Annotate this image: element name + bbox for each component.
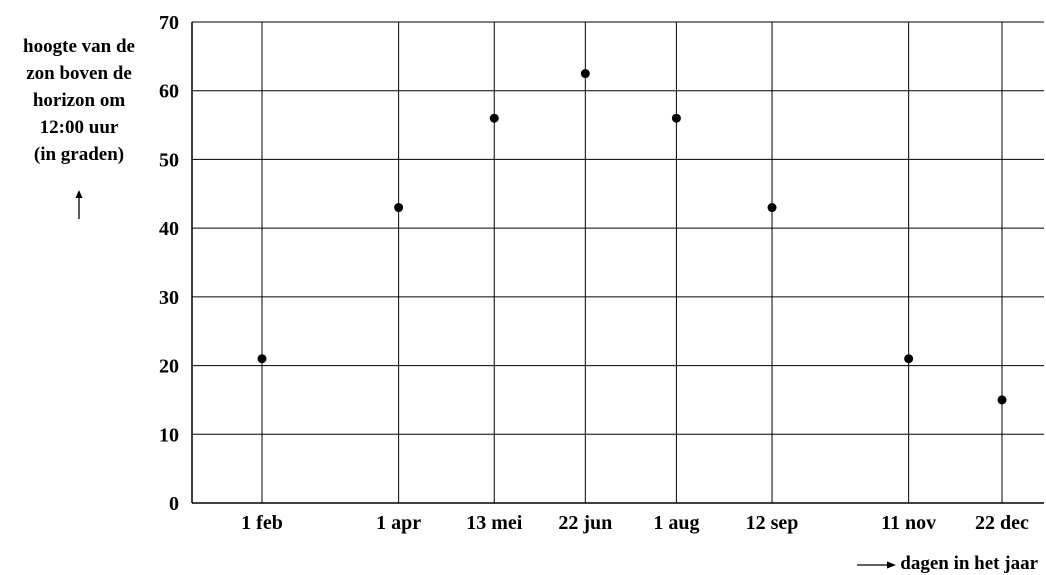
data-point xyxy=(394,203,404,213)
right-arrow-icon xyxy=(856,561,896,569)
data-point xyxy=(904,354,914,364)
y-tick-label: 30 xyxy=(159,287,179,309)
data-point xyxy=(257,354,267,364)
data-points xyxy=(257,69,1007,405)
x-axis-label-text: dagen in het jaar xyxy=(900,553,1038,574)
x-tick-label: 1 feb xyxy=(241,512,283,534)
grid-lines xyxy=(192,21,1044,503)
y-tick-label: 0 xyxy=(169,493,179,515)
y-axis-label-line: (in graden) xyxy=(33,144,125,165)
y-tick-label: 20 xyxy=(159,356,179,378)
data-point xyxy=(671,113,681,123)
y-tick-label: 40 xyxy=(159,218,179,240)
y-tick-label: 10 xyxy=(159,424,179,446)
x-axis-label: dagen in het jaar xyxy=(856,553,1038,575)
x-tick-label: 22 jun xyxy=(558,512,612,534)
y-tick-label: 70 xyxy=(159,12,179,34)
x-tick-label: 13 mei xyxy=(466,512,523,534)
x-tick-label: 22 dec xyxy=(975,512,1029,534)
x-tick-label: 11 nov xyxy=(881,512,936,534)
axes xyxy=(191,21,1044,504)
y-tick-labels: 0 10 20 30 40 50 60 70 xyxy=(159,12,179,515)
data-point xyxy=(489,113,499,123)
y-axis-label-line: hoogte van de xyxy=(23,36,135,57)
y-axis-label-line: zon boven de xyxy=(26,63,132,84)
y-tick-label: 50 xyxy=(159,149,179,171)
data-point xyxy=(997,395,1007,405)
x-tick-label: 1 apr xyxy=(376,512,421,534)
y-axis-label-line: 12:00 uur xyxy=(39,117,119,138)
y-tick-label: 60 xyxy=(159,81,179,103)
x-tick-label: 12 sep xyxy=(746,512,799,534)
x-tick-label: 1 aug xyxy=(653,512,699,534)
up-arrow-icon xyxy=(75,190,83,219)
y-axis-label-line: horizon om xyxy=(32,90,126,111)
data-point xyxy=(767,203,777,213)
data-point xyxy=(580,69,590,79)
x-tick-labels: 1 feb 1 apr 13 mei 22 jun 1 aug 12 sep 11 nov 2… xyxy=(241,512,1029,534)
